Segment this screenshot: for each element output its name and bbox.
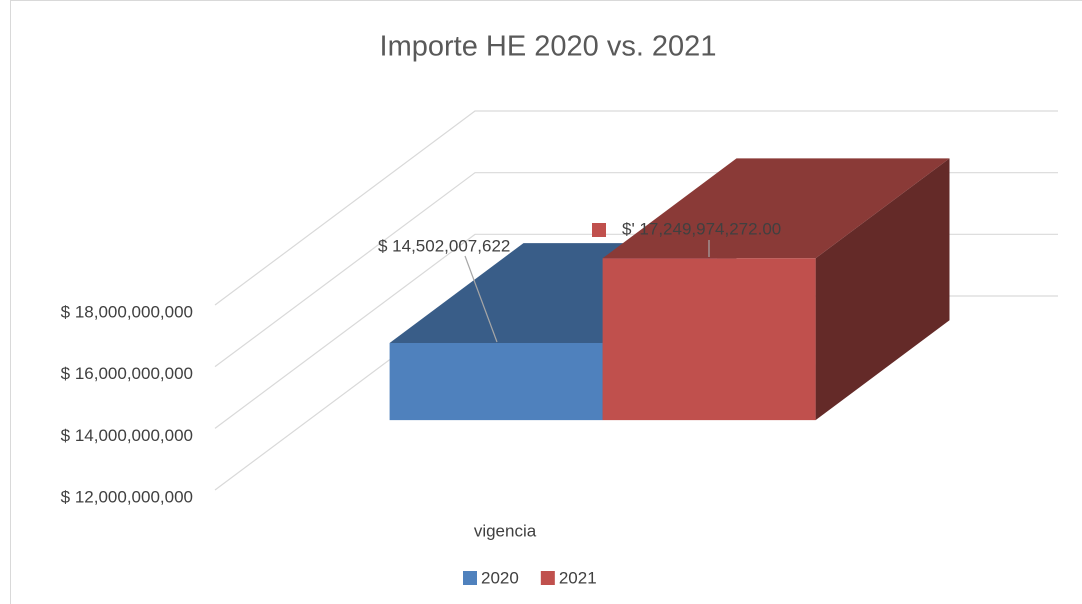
data-label: $ 14,502,007,622 xyxy=(378,236,510,255)
x-axis-label: vigencia xyxy=(474,521,537,540)
y-tick-label: $ 18,000,000,000 xyxy=(61,302,193,321)
bar xyxy=(389,343,603,421)
legend-label: 2020 xyxy=(481,568,519,587)
leader-line xyxy=(464,255,498,343)
data-label: $' 17,249,974,272.00 xyxy=(622,219,781,238)
legend-swatch xyxy=(540,571,555,585)
y-tick-label: $ 16,000,000,000 xyxy=(61,364,193,383)
bar-side xyxy=(815,158,950,421)
bar xyxy=(602,258,816,421)
y-tick-label: $ 12,000,000,000 xyxy=(61,487,193,506)
grid-line xyxy=(214,110,1058,306)
legend-swatch xyxy=(463,571,477,585)
legend-label: 2021 xyxy=(559,568,597,587)
y-tick-label: $ 14,000,000,000 xyxy=(61,426,193,445)
bar-top xyxy=(602,158,950,259)
label-key xyxy=(592,223,606,237)
chart-title: Importe HE 2020 vs. 2021 xyxy=(380,31,717,63)
